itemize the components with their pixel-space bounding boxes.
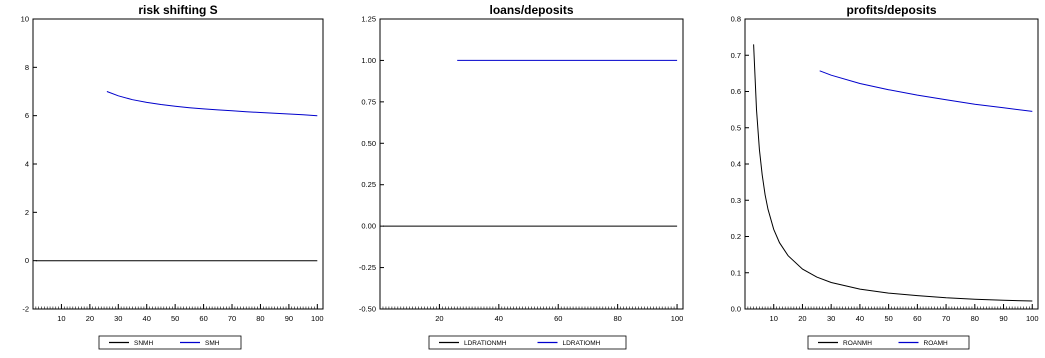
- x-tick-label: 60: [913, 314, 921, 323]
- y-tick-label: -0.50: [359, 305, 376, 314]
- x-tick-label: 20: [435, 314, 443, 323]
- x-tick-label: 70: [228, 314, 236, 323]
- y-tick-label: 1.25: [361, 15, 376, 24]
- plot-frame: [744, 18, 1039, 310]
- y-tick-label: 0.75: [361, 97, 376, 106]
- y-tick-label: -2: [22, 305, 29, 314]
- y-tick-label: 0.50: [361, 139, 376, 148]
- y-tick-label: -0.25: [359, 263, 376, 272]
- x-tick-label: 100: [1026, 314, 1039, 323]
- y-tick-label: 1.00: [361, 56, 376, 65]
- y-tick-label: 4: [25, 160, 29, 169]
- x-tick-label: 90: [999, 314, 1007, 323]
- plot-frame: [32, 18, 324, 310]
- y-tick-label: 0.1: [731, 268, 741, 277]
- y-tick-label: 0.8: [731, 15, 741, 24]
- x-tick-label: 40: [495, 314, 503, 323]
- x-tick-label: 20: [86, 314, 94, 323]
- x-tick-label: 50: [884, 314, 892, 323]
- series-line-roamh: [819, 70, 1033, 112]
- legend-label: SNMH: [134, 340, 153, 347]
- x-tick-label: 80: [256, 314, 264, 323]
- y-tick-label: 2: [25, 208, 29, 217]
- y-tick-label: 0: [25, 256, 29, 265]
- y-tick-label: 6: [25, 111, 29, 120]
- legend-label: ROANMH: [843, 340, 872, 347]
- series-line-roanmh: [753, 44, 1033, 302]
- x-tick-label: 30: [827, 314, 835, 323]
- legend-label: LDRATIONMH: [464, 340, 507, 347]
- y-tick-label: 0.6: [731, 87, 741, 96]
- y-tick-label: 0.25: [361, 180, 376, 189]
- x-tick-label: 40: [143, 314, 151, 323]
- x-tick-label: 100: [671, 314, 684, 323]
- x-tick-label: 30: [114, 314, 122, 323]
- y-tick-label: 0.7: [731, 51, 741, 60]
- legend-box: [98, 335, 242, 350]
- chart-panel-3: profits/deposits 0.0 0.1 0.2 0.3 0.4 0.5 0.6 0.7…: [731, 3, 1039, 350]
- x-tick-label: 60: [199, 314, 207, 323]
- x-tick-label: 40: [856, 314, 864, 323]
- y-tick-label: 0.2: [731, 232, 741, 241]
- x-tick-label: 10: [770, 314, 778, 323]
- y-tick-label: 0.5: [731, 123, 741, 132]
- legend-label: ROAMH: [924, 340, 949, 347]
- chart-title: profits/deposits: [846, 3, 936, 17]
- plot-frame: [379, 18, 684, 310]
- legend-box: [807, 335, 970, 350]
- x-tick-label: 90: [285, 314, 293, 323]
- y-tick-label: 10: [21, 15, 29, 24]
- series-line-smh: [106, 91, 318, 117]
- y-tick-label: 0.3: [731, 196, 741, 205]
- chart-panel-2: loans/deposits -0.50 -0.25 0.00 0.25 0.50 0.75…: [359, 3, 684, 350]
- chart-title: risk shifting S: [138, 3, 217, 17]
- legend-box: [428, 335, 627, 350]
- x-tick-label: 10: [57, 314, 65, 323]
- y-tick-label: 0.4: [731, 160, 741, 169]
- chart-title: loans/deposits: [489, 3, 573, 17]
- y-tick-label: 0.0: [731, 305, 741, 314]
- x-tick-label: 100: [311, 314, 324, 323]
- chart-panel-1: risk shifting S -2 0 2 4 6 8 10 10 20 30 40 50 60 70 80…: [21, 3, 324, 350]
- legend-label: LDRATIOMH: [563, 340, 601, 347]
- x-tick-label: 60: [554, 314, 562, 323]
- x-tick-label: 80: [613, 314, 621, 323]
- legend-label: SMH: [205, 340, 220, 347]
- x-tick-label: 20: [798, 314, 806, 323]
- x-tick-label: 50: [171, 314, 179, 323]
- x-tick-label: 70: [942, 314, 950, 323]
- y-tick-label: 8: [25, 63, 29, 72]
- y-tick-label: 0.00: [361, 222, 376, 231]
- x-tick-label: 80: [971, 314, 979, 323]
